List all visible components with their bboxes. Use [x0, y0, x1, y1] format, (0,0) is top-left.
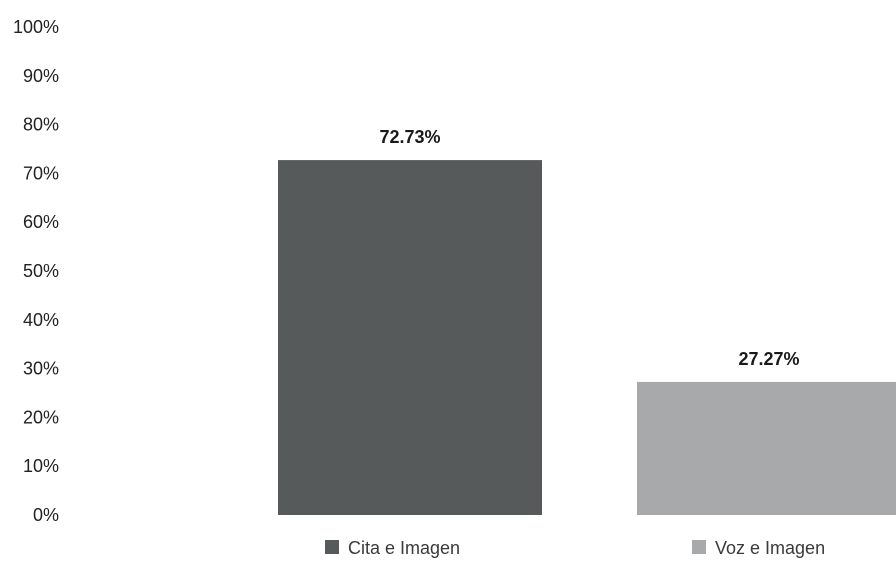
y-tick-label: 60% — [23, 212, 59, 232]
y-axis: 0% 10% 20% 30% 40% 50% 60% 70% 80% 90% 100% — [13, 17, 59, 525]
legend-label: Cita e Imagen — [348, 538, 460, 558]
y-tick-label: 30% — [23, 359, 59, 379]
y-tick-label: 20% — [23, 407, 59, 427]
data-labels: 72.73% 27.27% — [379, 127, 799, 369]
legend-label: Voz e Imagen — [715, 538, 825, 558]
bar-1 — [278, 160, 542, 515]
y-tick-label: 90% — [23, 66, 59, 86]
y-tick-label: 50% — [23, 261, 59, 281]
bar-2 — [637, 381, 896, 515]
legend: Cita e Imagen Voz e Imagen — [325, 538, 825, 558]
y-tick-label: 0% — [33, 505, 59, 525]
legend-swatch — [325, 540, 339, 554]
y-tick-label: 100% — [13, 17, 59, 37]
y-tick-label: 80% — [23, 115, 59, 135]
y-tick-label: 70% — [23, 163, 59, 183]
legend-item-1: Cita e Imagen — [325, 538, 460, 558]
legend-swatch — [692, 540, 706, 554]
y-tick-label: 40% — [23, 310, 59, 330]
legend-item-2: Voz e Imagen — [692, 538, 825, 558]
data-label-1: 72.73% — [379, 127, 440, 147]
data-label-2: 27.27% — [738, 349, 799, 369]
y-tick-label: 10% — [23, 456, 59, 476]
bars — [278, 160, 896, 515]
